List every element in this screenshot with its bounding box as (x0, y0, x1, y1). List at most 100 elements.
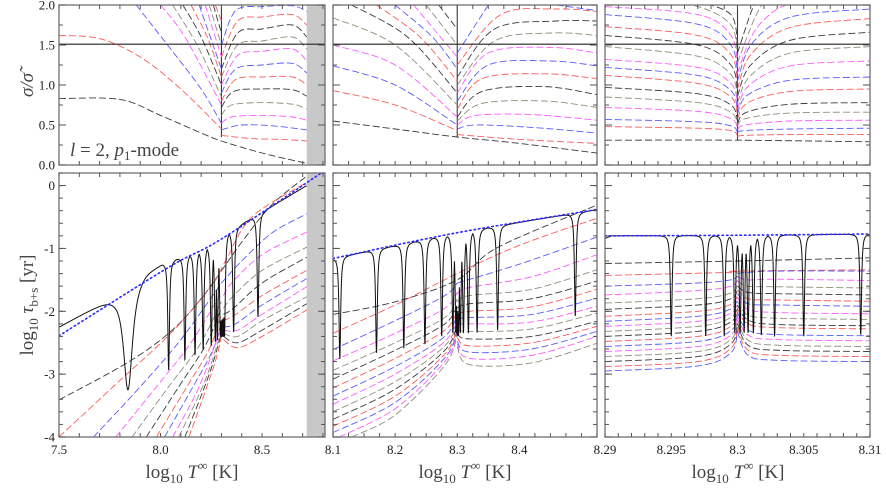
dashed-curve-21 (223, 309, 307, 349)
dashed-curve-17 (456, 46, 597, 94)
xlabel-unit: [K] (753, 462, 784, 483)
dashed-curve-27 (456, 342, 597, 367)
resonance-curve (333, 209, 597, 359)
x-tick-label: 8.295 (657, 442, 686, 457)
mode-annotation: l = 2, p1-mode (70, 140, 179, 163)
dashed-curve-26 (605, 320, 738, 357)
dashed-curve-22 (333, 329, 458, 434)
xlabel-log: log (145, 462, 170, 483)
y-tick-label: 1.0 (39, 78, 55, 93)
annot-p: p (113, 140, 125, 161)
dashed-curve-17 (221, 48, 308, 86)
y-tick-label: -3 (44, 367, 55, 382)
dashed-curve-3 (457, 236, 597, 284)
dashed-curve-8 (333, 17, 458, 106)
dashed-curve-25 (737, 316, 870, 342)
x-tick-label: 8.31 (859, 442, 882, 457)
dotted-curve (333, 208, 597, 260)
annot-l: l (70, 140, 75, 161)
dashed-curve-25 (737, 8, 870, 82)
dashed-curve-15 (737, 76, 870, 115)
dashed-curve-33 (737, 331, 870, 363)
ticks (604, 172, 871, 438)
dashed-curve-21 (456, 19, 597, 78)
dashed-curve-17 (223, 278, 307, 328)
dashed-curve-6 (605, 106, 738, 130)
dashed-curve-23 (456, 330, 597, 354)
xlabel-var: T (729, 462, 746, 483)
x-tick-label: 8.4 (511, 442, 528, 457)
dashed-curve-1 (59, 182, 307, 437)
dashed-curve-26 (351, 334, 458, 437)
dashed-curve-22 (214, 5, 222, 22)
x-tick-label: 8.5 (254, 442, 270, 457)
y-tick-label: -2 (44, 304, 55, 319)
dashed-curve-13 (221, 75, 307, 102)
dashed-curve-13 (737, 293, 870, 307)
dashed-curve-15 (737, 297, 870, 315)
y-tick-label: 1.5 (39, 38, 55, 53)
dashed-curve-18 (605, 307, 738, 337)
dashed-curve-0 (59, 175, 308, 401)
dashed-curve-16 (605, 304, 738, 332)
dashed-curve-9 (737, 111, 870, 127)
dashed-curve-12 (221, 213, 307, 284)
ylabel-log: log (17, 331, 38, 356)
dashed-curve-19 (223, 296, 307, 338)
dashed-curve-3 (737, 270, 870, 275)
ticks (58, 172, 325, 438)
dashed-curve-27 (737, 319, 870, 347)
xlabel-var: T (456, 462, 473, 483)
dashed-curve-11 (188, 336, 222, 437)
xlabel-unit: [K] (480, 462, 511, 483)
dashed-curve-18 (425, 5, 458, 46)
dashed-curve-11 (221, 88, 307, 108)
dashed-curve-8 (172, 5, 222, 98)
dashed-curve-8 (605, 96, 738, 126)
ylabel-sub: 10 (26, 318, 41, 331)
x-tick-label: 8.305 (789, 442, 818, 457)
dashed-curve-15 (223, 256, 307, 315)
dashed-curve-21 (737, 31, 870, 97)
dashed-curve-22 (605, 26, 738, 84)
dashed-curve-11 (737, 102, 870, 124)
xlabel-log: log (691, 462, 716, 483)
dashed-curve-7 (221, 114, 307, 124)
dashed-curve-7 (456, 113, 597, 126)
dashed-curve-17 (737, 60, 870, 110)
dashed-curve-2 (333, 90, 458, 132)
dashed-curve-14 (333, 317, 458, 405)
dashed-curve-29 (737, 5, 763, 63)
dashed-curve-4 (333, 65, 458, 126)
dashed-curve-7 (737, 280, 870, 289)
dashed-curve-7 (164, 320, 222, 437)
dashed-curve-5 (221, 124, 307, 131)
dashed-curve-14 (605, 66, 738, 111)
dashed-curve-10 (605, 86, 738, 122)
dashed-curve-29 (737, 323, 870, 352)
dashed-curve-19 (221, 36, 308, 78)
annot-mode: -mode (131, 140, 180, 161)
ticks (604, 4, 871, 166)
dashed-curve-21 (456, 325, 597, 347)
panel-frame (58, 172, 326, 438)
dashed-curve-25 (456, 335, 597, 360)
dashed-curve-7 (737, 119, 870, 131)
x-axis-label-right: log10 T∞ [K] (691, 458, 784, 486)
y-tick-label: 0 (49, 178, 56, 193)
xlabel-sub: 10 (716, 471, 729, 486)
dashed-curve-10 (333, 309, 458, 389)
dashed-curve-5 (457, 124, 597, 134)
dashed-curve-2 (59, 34, 222, 130)
dashed-curve-19 (737, 46, 870, 103)
dashed-curve-1 (333, 120, 597, 154)
dashed-curve-9 (221, 102, 307, 116)
xlabel-sup: ∞ (471, 458, 480, 473)
dotted-curve (59, 173, 323, 337)
panel-bottom-middle: 8.1 8.2 8.3 8.4 (325, 172, 598, 457)
dashed-curve-24 (605, 317, 738, 352)
dashed-curve-5 (737, 127, 870, 134)
dashed-curve-1 (605, 139, 870, 143)
ticks (58, 4, 325, 166)
